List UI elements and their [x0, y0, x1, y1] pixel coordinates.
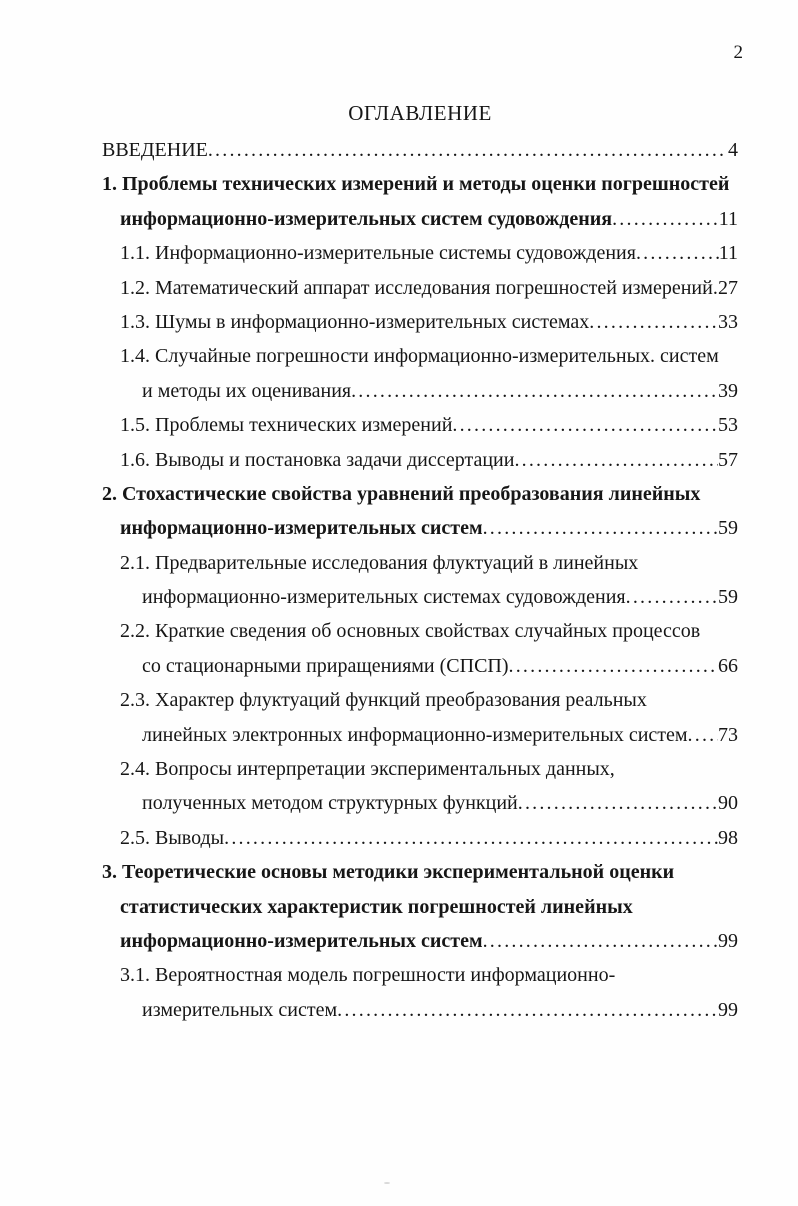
toc-entry-text: информационно-измерительных систем [120, 517, 483, 540]
toc-entry-text: 2.3. Характер флуктуаций функций преобра… [120, 689, 647, 712]
toc-line: 2.1. Предварительные исследования флукту… [102, 546, 738, 580]
toc-page-ref: 39 [718, 379, 738, 402]
toc-line: измерительных систем 99 [102, 993, 738, 1027]
toc-page-ref: 59 [718, 586, 738, 609]
toc-page-ref: 66 [718, 654, 738, 677]
dot-leader [224, 821, 718, 855]
toc-line: информационно-измерительных систем 99 [102, 924, 738, 958]
toc-entry-text: 1.4. Случайные погрешности информационно… [120, 345, 719, 368]
toc-line: 2.4. Вопросы интерпретации экспериментал… [102, 752, 738, 786]
toc-line: 2. Стохастические свойства уравнений пре… [102, 477, 738, 511]
toc-entry-text: статистических характеристик погрешносте… [120, 895, 633, 918]
dot-leader [351, 374, 718, 408]
toc-entry-text: со стационарными приращениями (СПСП) [142, 654, 509, 677]
toc-entry-text: информационно-измерительных системах суд… [142, 586, 626, 609]
toc-line: ВВЕДЕНИЕ 4 [102, 133, 738, 167]
toc-entry-text: линейных электронных информационно-измер… [142, 723, 688, 746]
toc-page-ref: 11 [718, 242, 738, 265]
toc-line: информационно-измерительных систем судов… [102, 202, 738, 236]
dot-leader [483, 511, 718, 545]
toc-entry-text: ВВЕДЕНИЕ [102, 139, 208, 161]
toc-line: 1.5. Проблемы технических измерений 53 [102, 408, 738, 442]
toc-entry-text: 2. Стохастические свойства уравнений пре… [102, 482, 701, 505]
toc-line: 1.2. Математический аппарат исследования… [102, 271, 738, 305]
toc-line: 1. Проблемы технических измерений и мето… [102, 167, 738, 201]
toc-line: информационно-измерительных системах суд… [102, 580, 738, 614]
toc-entry-text: 2.1. Предварительные исследования флукту… [120, 551, 639, 574]
dot-leader [626, 580, 718, 614]
toc-page-ref: 99 [718, 998, 738, 1021]
dot-leader [514, 443, 718, 477]
toc-entry-text: 3. Теоретические основы методики экспери… [102, 861, 675, 884]
toc-entry-text: информационно-измерительных систем [120, 929, 483, 952]
toc-line: 2.2. Краткие сведения об основных свойст… [102, 614, 738, 648]
toc-entry-text: информационно-измерительных систем судов… [120, 207, 613, 230]
toc-entry-text: 1.3. Шумы в информационно-измерительных … [120, 310, 590, 333]
toc-page-ref: 33 [718, 310, 738, 333]
toc-page-ref: 90 [718, 792, 738, 815]
dot-leader [452, 408, 718, 442]
dot-leader [483, 924, 718, 958]
dot-leader [208, 133, 723, 167]
toc-page-ref: 73 [718, 723, 738, 746]
toc-line: 3.1. Вероятностная модель погрешности ин… [102, 958, 738, 992]
toc-entry-text: и методы их оценивания [142, 379, 352, 402]
toc-line: линейных электронных информационно-измер… [102, 718, 738, 752]
toc-page-ref: 99 [718, 929, 738, 952]
toc-page-ref: 98 [718, 826, 738, 849]
toc-entry-text: 2.5. Выводы [120, 826, 225, 849]
toc-line: статистических характеристик погрешносте… [102, 890, 738, 924]
toc-line: 1.6. Выводы и постановка задачи диссерта… [102, 443, 738, 477]
dot-leader [612, 202, 719, 236]
toc-line: 3. Теоретические основы методики экспери… [102, 855, 738, 889]
toc-title: ОГЛАВЛЕНИЕ [348, 101, 492, 125]
dot-leader [509, 649, 718, 683]
toc-line: и методы их оценивания 39 [102, 374, 738, 408]
toc-entry-text: 3.1. Вероятностная модель погрешности ин… [120, 964, 616, 987]
page-number: 2 [733, 42, 744, 63]
toc-entry-text: 1.5. Проблемы технических измерений [120, 414, 453, 437]
toc-list: ВВЕДЕНИЕ 4 1. Проблемы технических измер… [102, 133, 738, 1027]
toc-page-ref: 11 [718, 207, 738, 230]
dot-leader [337, 993, 718, 1027]
scan-artifact-speck [384, 1182, 390, 1184]
toc-page-ref: 27 [718, 276, 738, 299]
toc-entry-text: 1.2. Математический аппарат исследования… [120, 276, 713, 299]
toc-entry-text: 1.6. Выводы и постановка задачи диссерта… [120, 448, 515, 471]
toc-entry-text: 2.2. Краткие сведения об основных свойст… [120, 620, 701, 643]
toc-entry-text: 1.1. Информационно-измерительные системы… [120, 242, 636, 265]
toc-line: со стационарными приращениями (СПСП) 66 [102, 649, 738, 683]
toc-line: полученных методом структурных функций 9… [102, 786, 738, 820]
toc-entry-text: измерительных систем [142, 998, 338, 1021]
toc-line: 2.5. Выводы 98 [102, 821, 738, 855]
toc-entry-text: 1. Проблемы технических измерений и мето… [102, 173, 730, 196]
toc-line: 1.1. Информационно-измерительные системы… [102, 236, 738, 270]
dot-leader [589, 305, 718, 339]
toc-entry-text: 2.4. Вопросы интерпретации экспериментал… [120, 758, 615, 781]
toc-line: 1.4. Случайные погрешности информационно… [102, 339, 738, 373]
toc-page-ref: 57 [718, 448, 738, 471]
toc-page-ref: 4 [723, 139, 738, 161]
toc-page-ref: 53 [718, 414, 738, 437]
toc-line: информационно-измерительных систем 59 [102, 511, 738, 545]
dot-leader [688, 718, 718, 752]
toc-page-ref: 59 [718, 517, 738, 540]
toc-line: 2.3. Характер флуктуаций функций преобра… [102, 683, 738, 717]
toc-entry-text: полученных методом структурных функций [142, 792, 518, 815]
dot-leader [636, 236, 719, 270]
toc-line: 1.3. Шумы в информационно-измерительных … [102, 305, 738, 339]
dot-leader [518, 786, 718, 820]
